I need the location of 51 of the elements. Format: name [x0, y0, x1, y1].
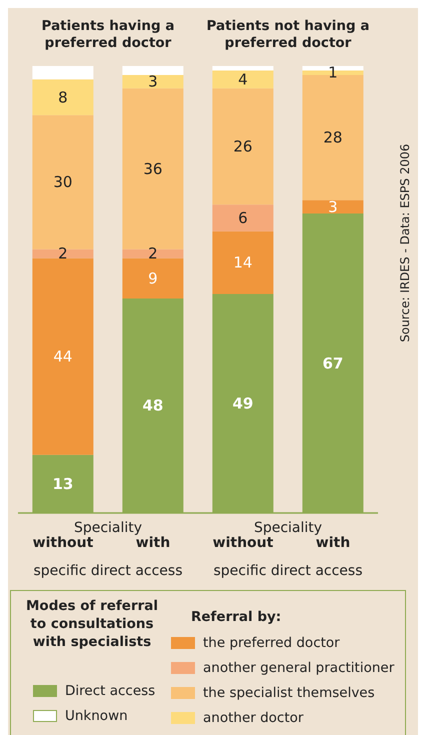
data-label: 36 — [143, 160, 162, 178]
legend-label: another doctor — [202, 710, 304, 726]
legend-label: the preferred doctor — [202, 635, 340, 651]
text: Speciality — [252, 520, 324, 536]
bar — [122, 258, 184, 298]
bar — [122, 66, 184, 75]
legend-label: another general practitioner — [202, 660, 394, 676]
data-label: 8 — [58, 88, 68, 106]
data-label: 6 — [238, 208, 248, 227]
bar — [212, 66, 274, 70]
data-label: 49 — [232, 394, 254, 412]
x-tick-label: without — [212, 535, 274, 551]
text: Patients not having a preferred doctor — [206, 18, 370, 52]
bar — [32, 66, 94, 80]
bar — [32, 79, 94, 116]
data-label: 28 — [323, 128, 342, 147]
bar — [32, 258, 94, 455]
data-label: 67 — [322, 354, 344, 372]
data-label: 3 — [148, 72, 158, 91]
legend-label: Direct access — [64, 683, 156, 699]
text: specific direct access — [32, 563, 184, 579]
bar — [302, 200, 364, 214]
data-label: 2 — [148, 244, 158, 263]
text: Speciality — [72, 520, 144, 536]
data-label: 4 — [238, 70, 248, 88]
data-label: 26 — [233, 137, 252, 156]
bar — [122, 249, 184, 258]
data-label: 30 — [53, 173, 72, 192]
legend-label: the specialist themselves — [202, 685, 375, 701]
bar — [32, 249, 94, 258]
legend-title: Modes of referral to consultations with specialists — [24, 597, 159, 651]
text: Patients having a preferred doctor — [40, 18, 176, 52]
bar — [212, 231, 274, 294]
bar — [212, 88, 274, 205]
data-label: 2 — [58, 244, 68, 263]
legend-label: Unknown — [64, 708, 128, 724]
bar — [122, 74, 184, 88]
bar — [212, 204, 274, 232]
data-label: 14 — [233, 254, 252, 272]
text: specific direct access — [212, 563, 364, 579]
x-tick-label: without — [32, 535, 94, 551]
x-tick-label: with — [316, 535, 350, 551]
data-label: 9 — [148, 269, 158, 288]
source-note: Source: IRDES - Data: ESPS 2006 — [398, 144, 412, 342]
data-label: 44 — [53, 348, 72, 366]
data-label: 13 — [52, 474, 74, 493]
data-label: 3 — [328, 198, 338, 216]
bar — [212, 70, 274, 88]
data-label: 48 — [142, 396, 164, 415]
text: Referral by: — [191, 609, 282, 625]
x-tick-label: with — [136, 535, 170, 551]
